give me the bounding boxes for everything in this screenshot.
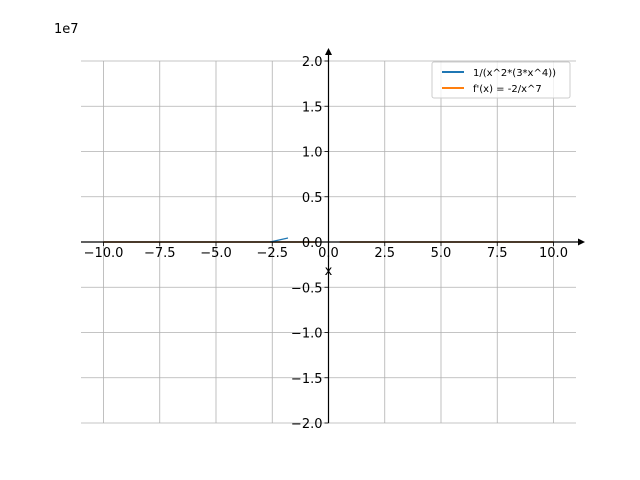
axes: [81, 48, 585, 423]
x-tick-label: 10.0: [539, 246, 568, 261]
y-axis-arrow-icon: [325, 48, 332, 55]
x-tick-label: 0.0: [318, 246, 339, 261]
x-tick-label: −2.5: [256, 246, 288, 261]
y-tick-label: 2.0: [302, 55, 323, 70]
legend-label-2: f'(x) = -2/x^7: [473, 84, 542, 95]
y-tick-label: 0.5: [302, 191, 323, 206]
y-tick-label: 1.5: [302, 100, 323, 115]
y-tick-label: 0.0: [302, 236, 323, 251]
y-tick-label: −1.5: [291, 372, 323, 387]
x-axis-arrow-icon: [578, 238, 585, 246]
y-tick-label: −0.5: [291, 281, 323, 296]
x-tick-label: −5.0: [200, 246, 232, 261]
x-tick-label: −10.0: [84, 246, 124, 261]
y-tick-label: −2.0: [291, 417, 323, 432]
y-tick-label: −1.0: [291, 327, 323, 342]
x-tick-label: −7.5: [144, 246, 176, 261]
legend-label-1: 1/(x^2*(3*x^4)): [473, 68, 556, 79]
legend: 1/(x^2*(3*x^4)) f'(x) = -2/x^7: [431, 61, 571, 99]
y-tick-label: 1.0: [302, 146, 323, 161]
y-offset-label: 1e7: [54, 22, 79, 37]
x-axis-label: x: [325, 264, 333, 279]
legend-frame: [431, 61, 571, 99]
ticks: −10.0 −7.5 −5.0 −2.5 0.0 2.5 5.0 7.5 10.0 −2.0 −1.…: [84, 55, 568, 432]
x-tick-label: 5.0: [431, 246, 452, 261]
x-tick-label: 2.5: [374, 246, 395, 261]
x-tick-label: 7.5: [487, 246, 508, 261]
